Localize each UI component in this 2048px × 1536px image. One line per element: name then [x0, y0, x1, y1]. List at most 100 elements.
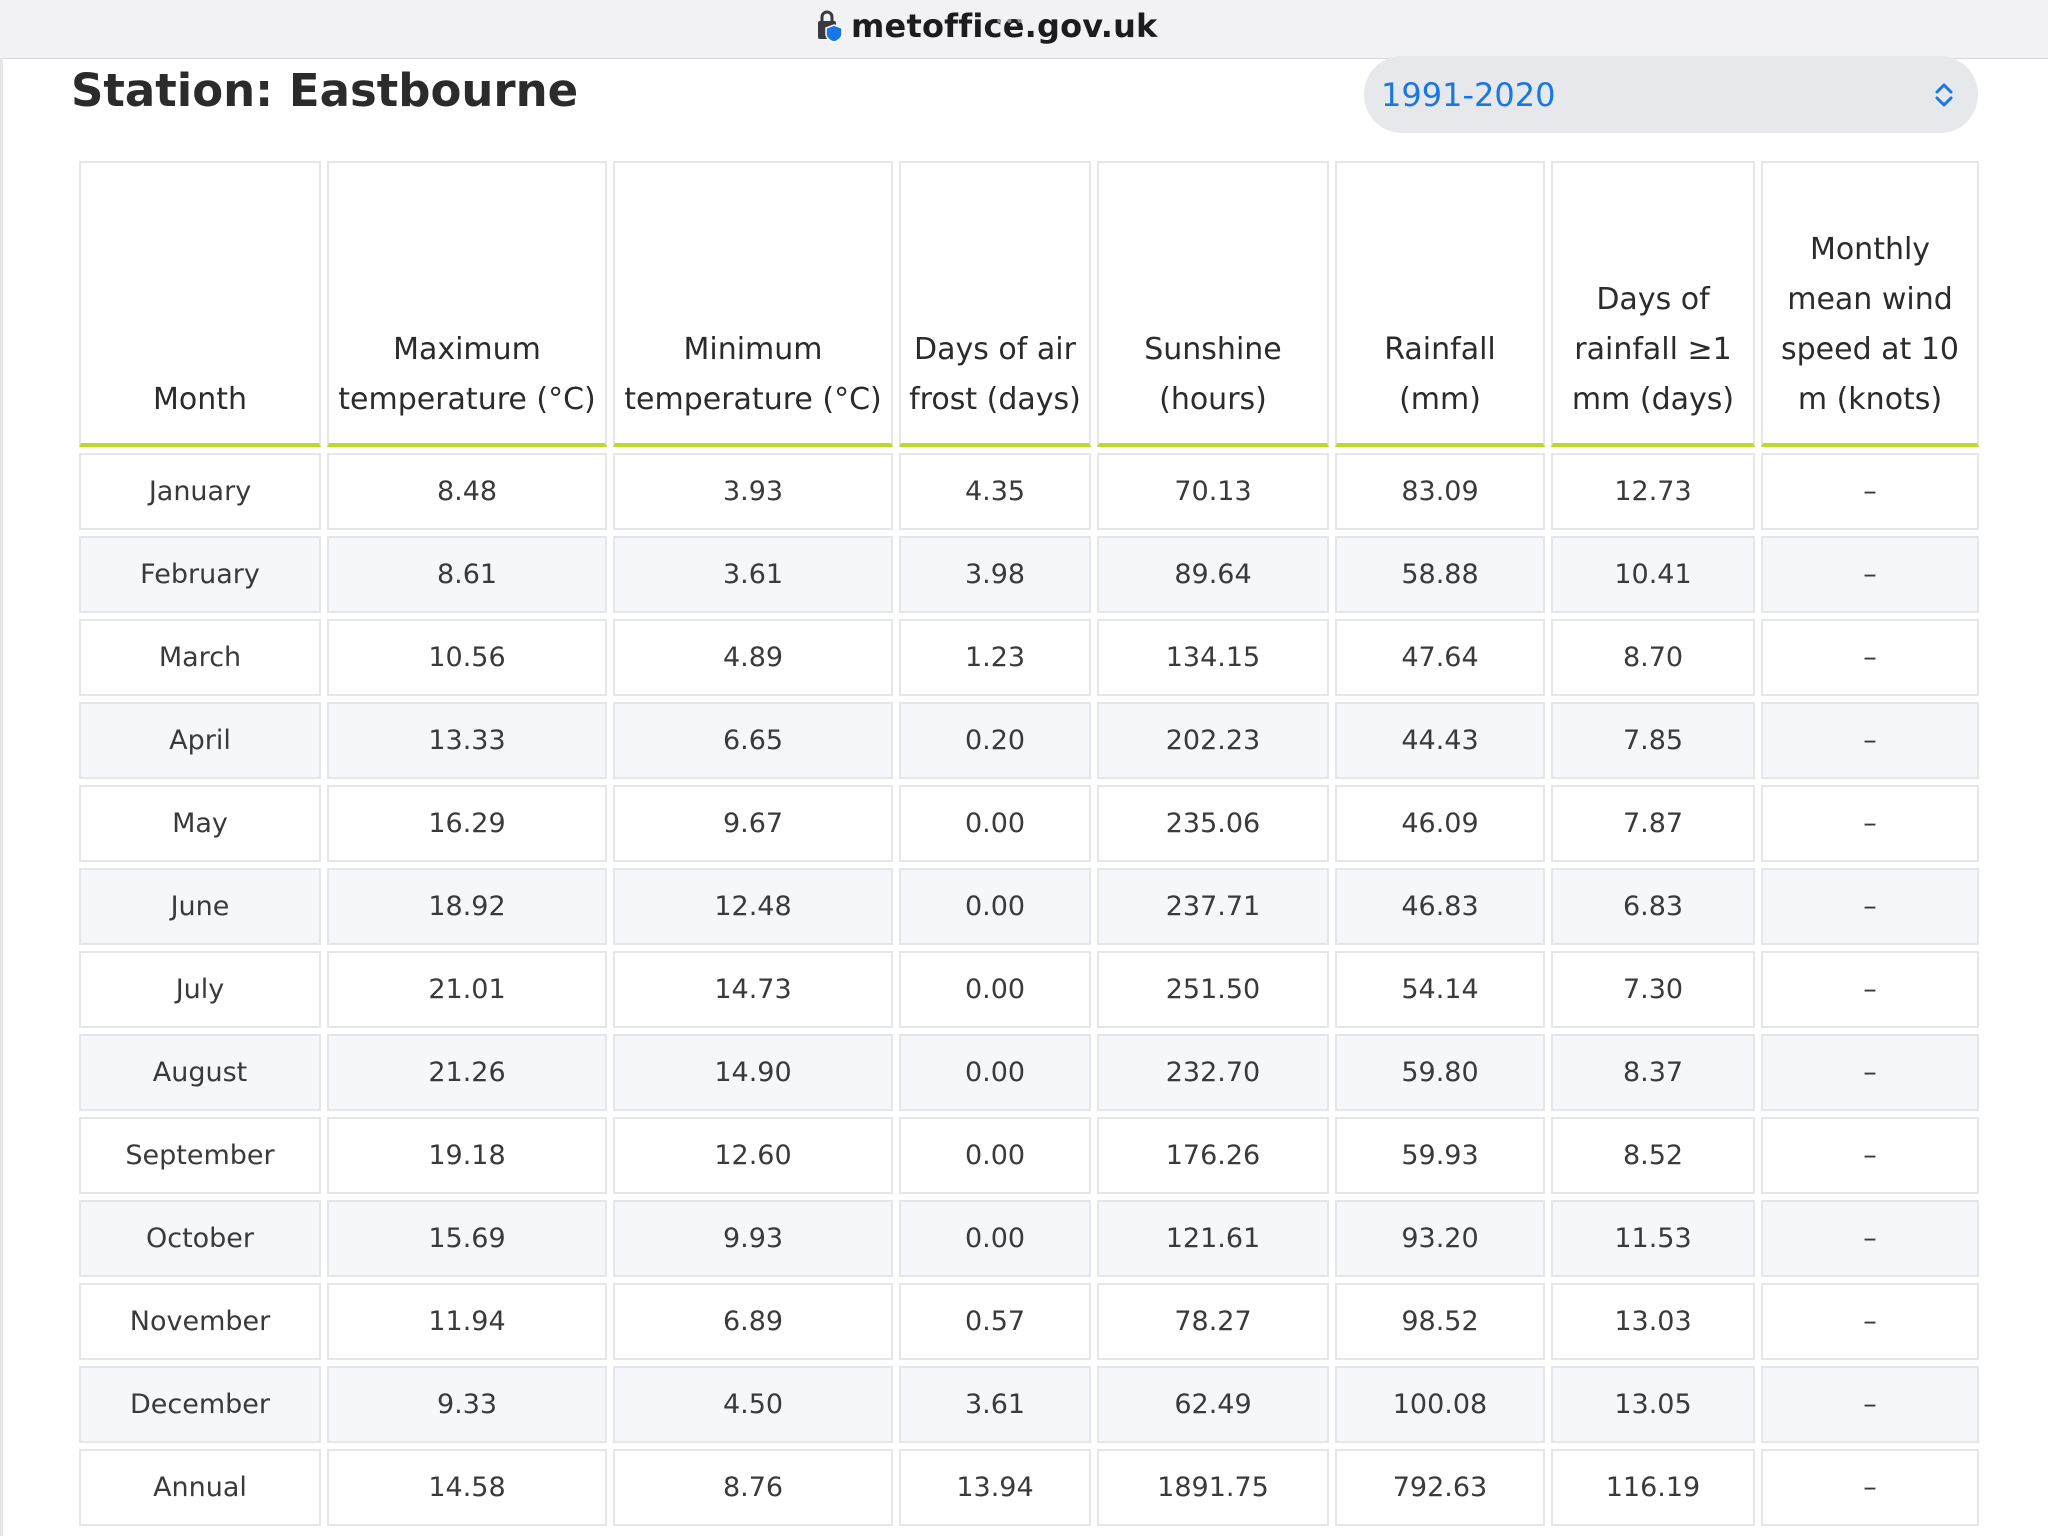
cell-rain-days: 8.70 [1551, 619, 1755, 696]
header-rain-days: Days of rainfall ≥1 mm (days) [1551, 161, 1755, 447]
cell-max-temp: 21.01 [327, 951, 607, 1028]
cell-min-temp: 3.61 [613, 536, 893, 613]
cell-rainfall: 47.64 [1335, 619, 1545, 696]
cell-month: December [79, 1366, 321, 1443]
cell-rain-days: 8.52 [1551, 1117, 1755, 1194]
cell-air-frost: 0.00 [899, 1034, 1091, 1111]
cell-sunshine: 237.71 [1097, 868, 1329, 945]
table-row: March 10.56 4.89 1.23 134.15 47.64 8.70– [79, 619, 1979, 696]
cell-min-temp: 14.73 [613, 951, 893, 1028]
cell-max-temp: 8.61 [327, 536, 607, 613]
table-row: October 15.69 9.93 0.00 121.61 93.20 11.53– [79, 1200, 1979, 1277]
table-row: December 9.33 4.50 3.61 62.49 100.08 13.05– [79, 1366, 1979, 1443]
cell-min-temp: 8.76 [613, 1449, 893, 1526]
cell-max-temp: 8.48 [327, 453, 607, 530]
cell-max-temp: 18.92 [327, 868, 607, 945]
cell-rainfall: 59.80 [1335, 1034, 1545, 1111]
cell-min-temp: 6.65 [613, 702, 893, 779]
page-title: Station: Eastbourne [71, 64, 579, 117]
table-row: April 13.33 6.65 0.20 202.23 44.43 7.85– [79, 702, 1979, 779]
cell-air-frost: 1.23 [899, 619, 1091, 696]
cell-max-temp: 21.26 [327, 1034, 607, 1111]
cell-wind-speed: – [1761, 702, 1979, 779]
cell-rainfall: 44.43 [1335, 702, 1545, 779]
cell-rain-days: 13.03 [1551, 1283, 1755, 1360]
cell-min-temp: 4.50 [613, 1366, 893, 1443]
cell-max-temp: 10.56 [327, 619, 607, 696]
cell-wind-speed: – [1761, 1034, 1979, 1111]
cell-month: April [79, 702, 321, 779]
cell-sunshine: 235.06 [1097, 785, 1329, 862]
table-row: August 21.26 14.90 0.00 232.70 59.80 8.37– [79, 1034, 1979, 1111]
cell-month: March [79, 619, 321, 696]
cell-sunshine: 121.61 [1097, 1200, 1329, 1277]
cell-rain-days: 8.37 [1551, 1034, 1755, 1111]
climate-table: Month Maximum temperature (°C) Minimum t… [73, 155, 1985, 1532]
cell-month: June [79, 868, 321, 945]
browser-address-bar[interactable]: metoffice.gov.uk ••• [0, 0, 2048, 59]
cell-max-temp: 19.18 [327, 1117, 607, 1194]
cell-month: November [79, 1283, 321, 1360]
cell-rain-days: 7.30 [1551, 951, 1755, 1028]
cell-sunshine: 78.27 [1097, 1283, 1329, 1360]
header-air-frost: Days of air frost (days) [899, 161, 1091, 447]
cell-rainfall: 83.09 [1335, 453, 1545, 530]
cell-rain-days: 7.85 [1551, 702, 1755, 779]
cell-air-frost: 3.61 [899, 1366, 1091, 1443]
cell-sunshine: 251.50 [1097, 951, 1329, 1028]
table-row: January 8.48 3.93 4.35 70.13 83.09 12.73– [79, 453, 1979, 530]
header-wind-speed: Monthly mean wind speed at 10 m (knots) [1761, 161, 1979, 447]
cell-wind-speed: – [1761, 1449, 1979, 1526]
cell-max-temp: 16.29 [327, 785, 607, 862]
lock-shield-icon [815, 9, 845, 43]
cell-rainfall: 59.93 [1335, 1117, 1545, 1194]
cell-rain-days: 12.73 [1551, 453, 1755, 530]
url-group[interactable]: metoffice.gov.uk [815, 6, 1158, 46]
cell-month: July [79, 951, 321, 1028]
cell-air-frost: 0.00 [899, 1117, 1091, 1194]
cell-min-temp: 3.93 [613, 453, 893, 530]
cell-air-frost: 0.57 [899, 1283, 1091, 1360]
cell-air-frost: 0.00 [899, 1200, 1091, 1277]
cell-sunshine: 89.64 [1097, 536, 1329, 613]
cell-wind-speed: – [1761, 1283, 1979, 1360]
cell-min-temp: 12.60 [613, 1117, 893, 1194]
cell-air-frost: 4.35 [899, 453, 1091, 530]
table-row: Annual 14.58 8.76 13.94 1891.75 792.63 116.19– [79, 1449, 1979, 1526]
cell-month: February [79, 536, 321, 613]
table-row: November 11.94 6.89 0.57 78.27 98.52 13.03– [79, 1283, 1979, 1360]
period-select[interactable]: 1991-2020 [1364, 56, 1978, 133]
cell-air-frost: 0.00 [899, 785, 1091, 862]
cell-max-temp: 14.58 [327, 1449, 607, 1526]
cell-air-frost: 3.98 [899, 536, 1091, 613]
cell-rainfall: 792.63 [1335, 1449, 1545, 1526]
url-text[interactable]: metoffice.gov.uk [851, 7, 1158, 45]
table-row: February 8.61 3.61 3.98 89.64 58.88 10.41– [79, 536, 1979, 613]
cell-max-temp: 9.33 [327, 1366, 607, 1443]
tab-overflow-dots-icon[interactable]: ••• [995, 14, 1026, 30]
cell-min-temp: 14.90 [613, 1034, 893, 1111]
cell-sunshine: 134.15 [1097, 619, 1329, 696]
cell-sunshine: 70.13 [1097, 453, 1329, 530]
cell-air-frost: 0.00 [899, 951, 1091, 1028]
cell-max-temp: 13.33 [327, 702, 607, 779]
period-select-value[interactable]: 1991-2020 [1381, 75, 1556, 114]
cell-rainfall: 93.20 [1335, 1200, 1545, 1277]
cell-rainfall: 54.14 [1335, 951, 1545, 1028]
chevron-up-down-icon[interactable] [1932, 80, 1956, 110]
cell-min-temp: 4.89 [613, 619, 893, 696]
cell-min-temp: 6.89 [613, 1283, 893, 1360]
table-row: May 16.29 9.67 0.00 235.06 46.09 7.87– [79, 785, 1979, 862]
cell-month: October [79, 1200, 321, 1277]
header-min-temp: Minimum temperature (°C) [613, 161, 893, 447]
header-month: Month [79, 161, 321, 447]
cell-month: January [79, 453, 321, 530]
cell-sunshine: 176.26 [1097, 1117, 1329, 1194]
header-max-temp: Maximum temperature (°C) [327, 161, 607, 447]
cell-air-frost: 13.94 [899, 1449, 1091, 1526]
table-header-row: Month Maximum temperature (°C) Minimum t… [79, 161, 1979, 447]
cell-wind-speed: – [1761, 1200, 1979, 1277]
cell-wind-speed: – [1761, 951, 1979, 1028]
cell-air-frost: 0.00 [899, 868, 1091, 945]
cell-sunshine: 62.49 [1097, 1366, 1329, 1443]
